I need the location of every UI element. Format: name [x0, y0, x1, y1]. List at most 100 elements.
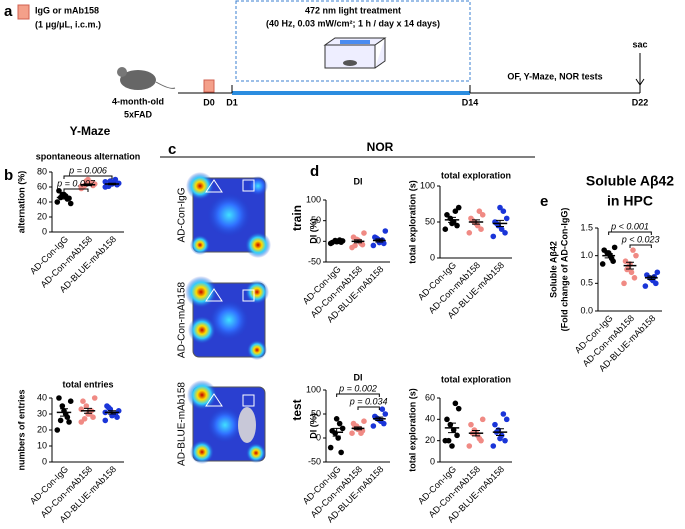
y-tick-label: 100: [306, 384, 321, 394]
panel-letter: b: [4, 167, 13, 184]
data-point: [476, 208, 483, 214]
data-point: [442, 226, 449, 232]
p-value: p < 0.023: [621, 234, 660, 244]
y-axis-label: total exploration (s): [407, 180, 417, 264]
error-bar: [60, 195, 68, 200]
data-point: [349, 430, 355, 437]
dot-plot: spontaneous alternation alternation (%) 0 2…: [16, 151, 140, 294]
data-point: [80, 398, 86, 405]
chart-title: spontaneous alternation: [36, 151, 141, 161]
y-tick-label: 0: [316, 432, 321, 442]
data-point: [85, 176, 91, 183]
error-bar: [604, 252, 613, 259]
data-point: [644, 272, 650, 278]
chart-title: total exploration: [441, 374, 511, 384]
data-point: [91, 395, 98, 401]
data-point: [350, 234, 357, 240]
significance-bracket: [63, 175, 113, 179]
injection: IgG or mAb158: [35, 5, 99, 15]
data-point: [476, 435, 483, 442]
data-point: [455, 405, 462, 412]
data-point: [498, 226, 505, 232]
error-bar: [84, 407, 92, 414]
y-axis-label: total exploration (s): [407, 388, 417, 472]
data-point: [621, 280, 627, 287]
y-tick-label: -50: [308, 456, 321, 466]
y-axis-label: Soluble Aβ42 (Fold change of AD-Con-IgG): [548, 208, 569, 332]
data-point: [59, 403, 66, 409]
data-point: [373, 415, 380, 421]
tests: OF, Y-Maze, NOR tests: [507, 71, 602, 81]
y-tick-label: 20: [37, 424, 47, 434]
chart-title: total exploration: [441, 170, 511, 180]
light-box: [235, 0, 471, 82]
data-point: [454, 432, 460, 439]
chart-title: DI: [354, 372, 363, 382]
light: 472 nm light treatment: [305, 5, 401, 15]
error-bar: [472, 430, 480, 437]
data-point: [102, 417, 109, 424]
error-bar: [108, 182, 116, 186]
data-point: [102, 178, 109, 185]
row-label: test: [290, 399, 304, 420]
section-header: Y-Maze: [70, 124, 111, 138]
panel-letter: d: [310, 163, 319, 180]
y-tick-label: 50: [311, 215, 321, 225]
data-point: [466, 443, 473, 449]
y-axis-label-text: total exploration (s): [407, 180, 417, 264]
significance-bracket: [357, 406, 380, 410]
data-point: [479, 416, 486, 423]
error-bar: [375, 416, 384, 421]
y-tick-label: 0: [430, 456, 435, 466]
strain: 5xFAD: [124, 109, 153, 119]
heatmap-label: AD-BLUE-mAb158: [177, 382, 188, 466]
data-point: [85, 411, 91, 417]
error-bar: [496, 428, 504, 437]
data-point: [105, 404, 112, 411]
error-bar: [448, 422, 456, 434]
significance-bracket: [63, 188, 89, 192]
data-point: [497, 204, 503, 211]
y-tick-label: 0: [430, 252, 435, 262]
section-header: NOR: [367, 140, 394, 154]
y-axis-label-text: (Fold change of AD-Con-IgG): [559, 208, 569, 332]
data-point: [490, 443, 497, 449]
data-point: [611, 244, 618, 251]
y-tick-label: 60: [37, 181, 47, 191]
p-value: p = 0.002: [338, 383, 377, 393]
y-tick-label: 0: [316, 236, 321, 246]
y-axis-label-text: total exploration (s): [407, 388, 417, 472]
data-point: [605, 250, 612, 256]
error-bar: [332, 240, 341, 243]
heatmap: [186, 172, 271, 258]
y-axis-label-text: alternation (%): [16, 171, 26, 234]
data-point: [112, 176, 119, 183]
y-tick-label: 0: [42, 226, 47, 236]
data-point: [81, 416, 88, 422]
data-point: [382, 228, 389, 234]
data-point: [466, 230, 473, 236]
data-point: [57, 417, 64, 424]
y-tick-label: 100: [420, 180, 435, 190]
y-axis-label-text: numbers of entries: [16, 389, 26, 470]
data-point: [352, 242, 358, 249]
y-tick-label: 50: [425, 216, 435, 226]
error-bar: [375, 238, 384, 243]
data-point: [631, 275, 638, 281]
dot-plot: total exploration total exploration (s) 0 5…: [407, 170, 512, 321]
error-bar: [448, 216, 456, 223]
y-tick-label: -50: [308, 256, 321, 266]
error-bar: [60, 408, 68, 417]
injection-marker: [203, 79, 215, 93]
data-point: [64, 414, 71, 421]
data-point: [503, 215, 510, 222]
y-tick-label: 40: [425, 414, 435, 424]
data-point: [370, 242, 377, 249]
y-axis-label: numbers of entries: [16, 389, 26, 470]
y-tick-label: 20: [425, 435, 435, 445]
heatmap: [185, 276, 269, 360]
y-tick-label: 40: [37, 392, 47, 402]
data-point: [327, 444, 334, 451]
data-point: [452, 208, 459, 214]
y-tick-label: 30: [37, 408, 47, 418]
